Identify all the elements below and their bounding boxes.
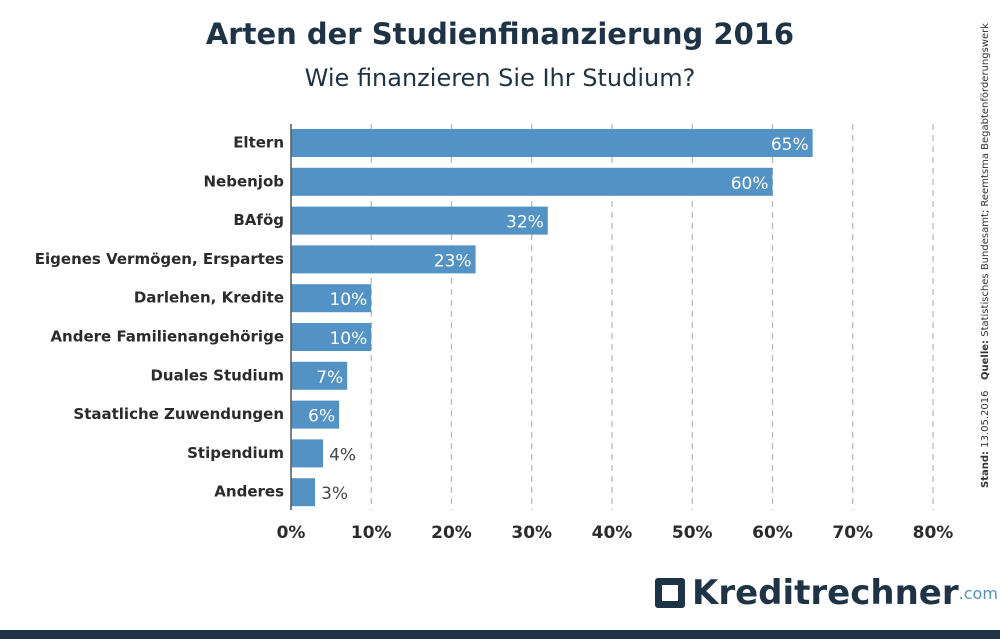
bar xyxy=(291,206,548,235)
value-label: 23% xyxy=(434,251,472,271)
source-text: Statistisches Bundesamt; Reemtsma Begabt… xyxy=(980,23,991,337)
x-tick-label: 30% xyxy=(511,523,552,543)
date-text: 13.05.2016 xyxy=(980,391,991,448)
brand-suffix: .com xyxy=(959,584,998,603)
source-note: Quelle: Statistisches Bundesamt; Reemtsm… xyxy=(980,23,991,380)
y-tick-label: Staatliche Zuwendungen xyxy=(73,405,284,423)
bar xyxy=(291,361,348,390)
bar xyxy=(291,323,372,351)
source-label: Quelle: xyxy=(980,340,991,380)
bar xyxy=(291,400,340,429)
logo: Kreditrechner.com xyxy=(655,573,998,613)
chart-title: Arten der Studienfinanzierung 2016 xyxy=(206,17,794,51)
x-tick-label: 10% xyxy=(351,523,392,543)
value-label: 10% xyxy=(329,329,367,349)
bar xyxy=(291,167,773,196)
y-tick-label: Eigenes Vermögen, Erspartes xyxy=(35,250,284,268)
x-tick-label: 50% xyxy=(672,523,713,543)
bar xyxy=(291,129,813,157)
value-label: 60% xyxy=(731,174,769,194)
value-label: 7% xyxy=(316,368,343,388)
brand-name: Kreditrechner xyxy=(692,573,959,613)
y-tick-label: Andere Familienangehörige xyxy=(50,328,284,346)
y-tick-label: Stipendium xyxy=(187,444,284,462)
x-tick-label: 0% xyxy=(277,523,306,543)
x-tick-label: 60% xyxy=(752,523,793,543)
value-label: 10% xyxy=(329,290,367,310)
y-tick-label: Anderes xyxy=(214,483,284,501)
value-label: 4% xyxy=(329,445,356,465)
brand: Kreditrechner.com xyxy=(692,573,998,613)
bar xyxy=(291,245,476,274)
value-label: 3% xyxy=(321,484,348,504)
x-tick-label: 70% xyxy=(832,523,873,543)
value-label: 32% xyxy=(506,213,544,233)
value-label: 6% xyxy=(308,407,335,427)
bar xyxy=(291,439,324,468)
y-tick-label: Duales Studium xyxy=(150,366,284,384)
value-label: 65% xyxy=(771,135,809,155)
y-tick-label: BAfög xyxy=(233,211,284,229)
y-tick-label: Darlehen, Kredite xyxy=(134,289,284,307)
y-tick-label: Eltern xyxy=(233,134,284,152)
bar xyxy=(291,284,372,313)
x-tick-label: 40% xyxy=(592,523,633,543)
date-note: Stand: 13.05.2016 xyxy=(980,391,991,488)
x-tick-label: 20% xyxy=(431,523,472,543)
date-label: Stand: xyxy=(980,451,991,488)
bar xyxy=(291,478,316,507)
footer-bar xyxy=(0,630,1000,639)
logo-icon-inner xyxy=(662,585,678,601)
y-tick-label: Nebenjob xyxy=(203,172,284,190)
chart-subtitle: Wie finanzieren Sie Ihr Studium? xyxy=(305,64,696,92)
x-tick-label: 80% xyxy=(913,523,954,543)
